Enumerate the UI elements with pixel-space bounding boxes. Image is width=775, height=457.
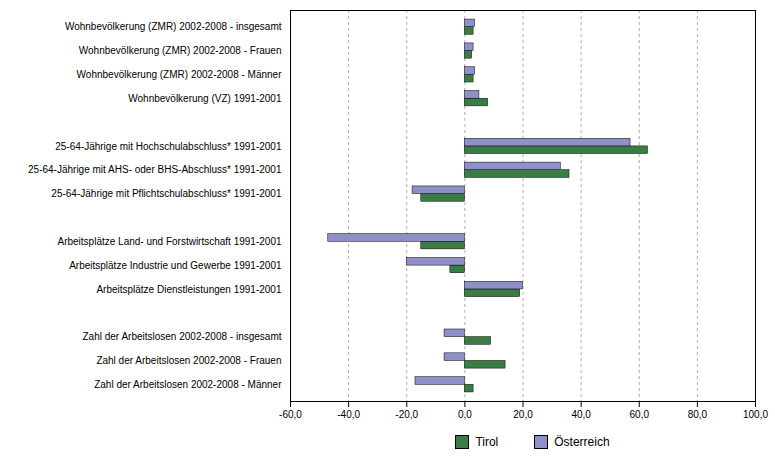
svg-text:-60,0: -60,0 (279, 409, 302, 420)
svg-text:25-64-Jährige mit AHS- oder BH: 25-64-Jährige mit AHS- oder BHS-Abschlus… (28, 164, 282, 175)
svg-text:40,0: 40,0 (571, 409, 591, 420)
svg-text:-40,0: -40,0 (337, 409, 360, 420)
svg-text:100,0: 100,0 (743, 409, 768, 420)
svg-text:25-64-Jährige mit Pflichtschul: 25-64-Jährige mit Pflichtschulabschluss*… (51, 188, 282, 199)
svg-text:Zahl der Arbeitslosen 2002-200: Zahl der Arbeitslosen 2002-2008 - insges… (82, 331, 281, 342)
svg-text:0,0: 0,0 (458, 409, 472, 420)
svg-text:Wohnbevölkerung (VZ) 1991-2001: Wohnbevölkerung (VZ) 1991-2001 (128, 93, 282, 104)
html-text:Tirol: Tirol (475, 435, 499, 449)
svg-text:Wohnbevölkerung (ZMR) 2002-200: Wohnbevölkerung (ZMR) 2002-2008 - Frauen (79, 45, 282, 56)
svg-text:80,0: 80,0 (688, 409, 708, 420)
svg-text:Zahl der Arbeitslosen 2002-200: Zahl der Arbeitslosen 2002-2008 - Männer (94, 379, 282, 390)
svg-text:20,0: 20,0 (513, 409, 533, 420)
svg-text:25-64-Jährige mit Hochschulabs: 25-64-Jährige mit Hochschulabschluss* 19… (55, 141, 282, 152)
svg-text:Wohnbevölkerung (ZMR) 2002-200: Wohnbevölkerung (ZMR) 2002-2008 - insges… (65, 21, 282, 32)
svg-text:Arbeitsplätze Industrie und Ge: Arbeitsplätze Industrie und Gewerbe 1991… (69, 260, 282, 271)
html-text:Österreich: Österreich (554, 435, 610, 449)
svg-text:Arbeitsplätze Dienstleistungen: Arbeitsplätze Dienstleistungen 1991-2001 (96, 284, 282, 295)
svg-text:Zahl der Arbeitslosen 2002-200: Zahl der Arbeitslosen 2002-2008 - Frauen (96, 355, 281, 366)
svg-text:60,0: 60,0 (630, 409, 650, 420)
svg-text:-20,0: -20,0 (395, 409, 418, 420)
svg-text:Wohnbevölkerung (ZMR) 2002-200: Wohnbevölkerung (ZMR) 2002-2008 - Männer (77, 69, 283, 80)
svg-text:Arbeitsplätze Land- und Forstw: Arbeitsplätze Land- und Forstwirtschaft … (57, 236, 281, 247)
